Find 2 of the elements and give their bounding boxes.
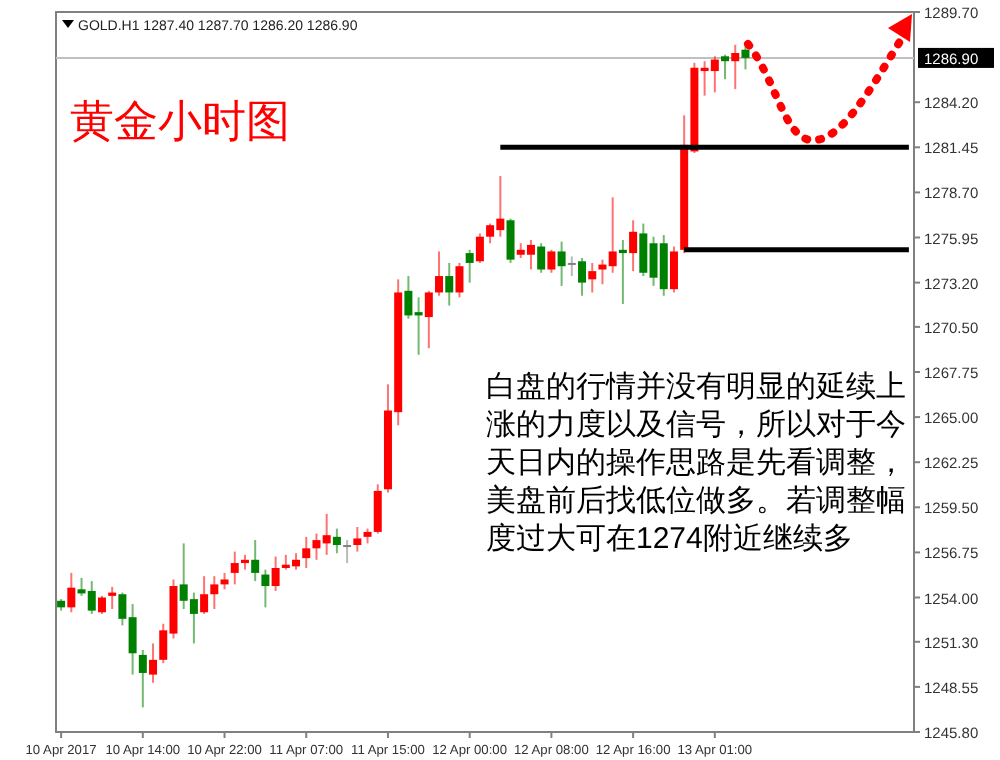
annotation: 白盘的行情并没有明显的延续上涨的力度以及信号，所以对于今天日内的操作思路是先看调整，美盘前后找低位做多。若调整幅度过大可在1274附近继续多 (486, 370, 906, 556)
text: 黄金小时图 (70, 96, 290, 146)
